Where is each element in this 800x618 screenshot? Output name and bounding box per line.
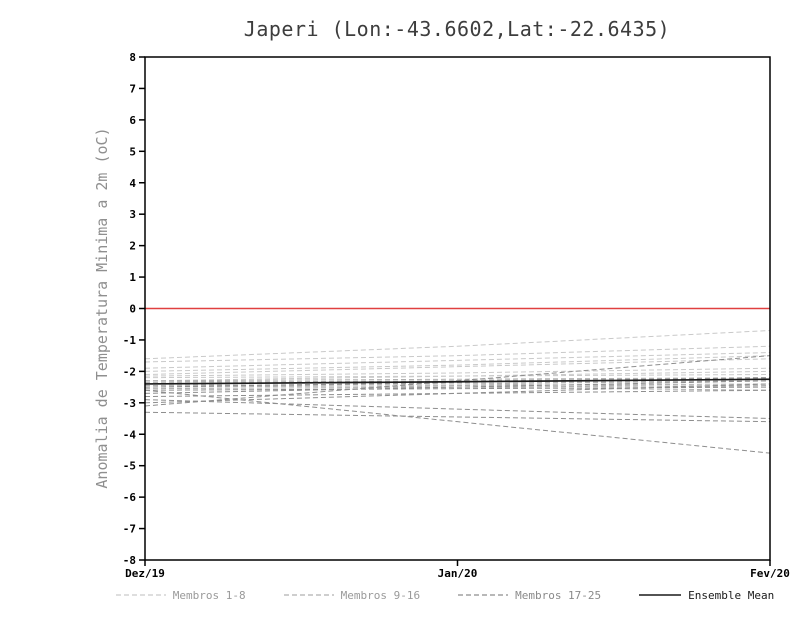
plot-frame: [144, 56, 771, 561]
y-tick-label: 3: [129, 208, 136, 221]
legend-item-label: Membros 9-16: [340, 588, 421, 602]
y-tick-label: -1: [123, 334, 137, 347]
legend-item: Membros 1-8: [115, 588, 246, 602]
legend-line-swatch: [458, 594, 509, 596]
ensemble-member-line: [144, 389, 771, 454]
ensemble-member-line: [144, 386, 771, 391]
legend-item-label: Membros 17-25: [515, 588, 602, 602]
ensemble-member-line: [144, 370, 771, 382]
ensemble-member-line: [144, 330, 771, 360]
y-tick-label: 4: [129, 177, 136, 190]
y-tick-label: 0: [129, 303, 136, 316]
y-tick-label: 2: [129, 240, 136, 253]
x-tick-label: Dez/19: [125, 567, 165, 580]
ensemble-member-line: [144, 352, 771, 369]
legend-item-label: Membros 1-8: [172, 588, 246, 602]
x-tick-label: Fev/20: [750, 567, 790, 580]
legend-item: Ensemble Mean: [639, 589, 774, 602]
y-tick-label: 5: [129, 145, 136, 158]
legend-item: Membros 9-16: [283, 588, 421, 602]
legend-line-swatch: [115, 594, 166, 596]
y-tick-label: -3: [123, 397, 136, 410]
ensemble-mean-line: [144, 378, 771, 385]
ensemble-member-line: [144, 380, 771, 394]
ensemble-member-line: [144, 411, 771, 423]
y-tick-label: -8: [123, 554, 136, 567]
y-tick-label: -7: [123, 523, 136, 536]
ensemble-member-line: [144, 355, 771, 372]
y-tick-label: 8: [129, 51, 136, 64]
ensemble-member-line: [144, 358, 771, 376]
ensemble-member-line: [144, 383, 771, 404]
y-tick-label: -2: [123, 365, 136, 378]
x-tick-label: Jan/20: [438, 567, 478, 580]
y-tick-label: -4: [123, 428, 137, 441]
chart-title: Japeri (Lon:-43.6602,Lat:-22.6435): [244, 17, 670, 41]
y-tick-label: 7: [129, 82, 136, 95]
ensemble-member-line: [144, 377, 771, 382]
ensemble-member-line: [144, 383, 771, 388]
ensemble-member-line: [144, 345, 771, 363]
ensemble-member-line: [144, 399, 771, 420]
legend-line-swatch: [639, 594, 682, 596]
ensemble-member-line: [144, 380, 771, 388]
legend-item: Membros 17-25: [458, 589, 601, 602]
y-tick-label: -5: [123, 460, 136, 473]
ensemble-member-line: [144, 355, 771, 407]
y-axis-label: Anomalia de Temperatura Minima a 2m (oC): [93, 127, 111, 488]
ensemble-member-line: [144, 367, 771, 377]
legend-item-label: Ensemble Mean: [688, 588, 775, 602]
y-tick-label: 6: [129, 114, 136, 127]
y-tick-label: -6: [123, 491, 137, 504]
legend-line-swatch: [283, 594, 334, 596]
legend: Membros 1-8 Membros 9-16 Membros 17-25 E…: [90, 582, 800, 608]
y-tick-label: 1: [129, 271, 136, 284]
